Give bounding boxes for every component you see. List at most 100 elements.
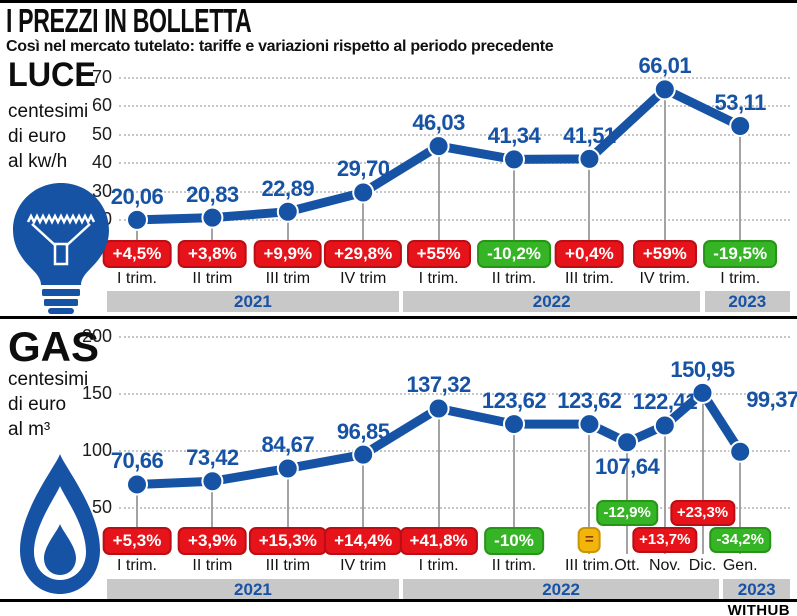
x-axis-label: I trim. <box>720 270 761 287</box>
page-title: I PREZZI IN BOLLETTA <box>6 2 252 39</box>
value-label: 84,67 <box>261 432 315 458</box>
change-badge: -10% <box>484 527 544 555</box>
drop-line <box>588 424 591 554</box>
x-axis-label: III trim. <box>564 557 614 574</box>
brand-logo: WITHUB <box>727 602 790 616</box>
drop-line <box>626 442 629 554</box>
change-badge: -34,2% <box>709 527 771 553</box>
gridline <box>119 507 790 509</box>
value-label: 70,66 <box>110 448 164 474</box>
section-title-gas: GAS <box>8 323 100 370</box>
change-badge: +4,5% <box>102 240 172 268</box>
change-badge: +55% <box>406 240 471 268</box>
y-axis-tick: 50 <box>91 497 112 517</box>
value-label: 41,51 <box>563 122 616 148</box>
year-bar-2023: 2023 <box>704 291 790 312</box>
change-badge: +23,3% <box>669 500 736 526</box>
x-axis-label: Ott. <box>614 557 640 574</box>
change-badge: +5,3% <box>102 527 172 555</box>
value-label: 53,11 <box>714 89 767 115</box>
bottom-rule <box>0 599 797 602</box>
gridline <box>119 336 790 338</box>
x-axis-label: II trim. <box>491 270 537 287</box>
y-axis-tick: 60 <box>91 95 112 116</box>
year-bar-2021: 2021 <box>107 291 399 312</box>
section-unit-luce: centesimi di euro al kw/h <box>8 101 89 172</box>
x-axis-label: III trim <box>265 270 311 287</box>
value-label: 123,62 <box>481 388 547 414</box>
year-bar-2021: 2021 <box>107 579 399 600</box>
value-label: 29,70 <box>336 156 390 182</box>
change-badge: +15,3% <box>248 527 327 555</box>
x-axis-label: I trim. <box>117 270 157 287</box>
drop-line <box>211 481 214 554</box>
x-axis-label: III trim <box>265 557 311 574</box>
x-axis-label: Gen. <box>722 557 758 574</box>
y-axis-tick: 30 <box>91 180 112 201</box>
x-axis-label: II trim. <box>491 557 537 574</box>
value-label: 41,34 <box>487 123 541 149</box>
year-bar-2022: 2022 <box>402 579 720 600</box>
x-axis-label: IV trim <box>340 557 387 574</box>
drop-line <box>513 424 515 554</box>
gridline <box>119 219 790 221</box>
value-label: 22,89 <box>261 175 315 201</box>
drop-line <box>739 451 742 554</box>
section-unit-gas: centesimi di euro al m³ <box>8 369 89 440</box>
x-axis-label: IV trim <box>340 270 387 287</box>
flame-icon <box>20 454 100 594</box>
change-badge: +14,4% <box>324 527 403 555</box>
value-label: 73,42 <box>186 445 239 471</box>
change-badge: +13,7% <box>632 527 698 553</box>
value-label: 123,62 <box>557 388 622 414</box>
drop-line <box>362 192 365 267</box>
gridline <box>119 162 790 165</box>
x-axis-label: I trim. <box>418 557 459 574</box>
change-badge: +0,4% <box>555 240 624 268</box>
x-axis-label: Nov. <box>648 557 681 574</box>
value-label: 96,85 <box>336 418 390 444</box>
change-badge: = <box>578 527 601 553</box>
value-label: 46,03 <box>412 110 465 136</box>
value-label: 20,06 <box>110 183 164 209</box>
change-badge: +3,8% <box>178 240 247 268</box>
drop-line <box>136 484 138 554</box>
section-title-luce: LUCE <box>8 56 96 94</box>
year-bar-2022: 2022 <box>402 291 701 312</box>
gridline <box>119 105 790 108</box>
y-axis-tick: 40 <box>91 152 112 173</box>
x-axis-label: I trim. <box>418 270 459 287</box>
y-axis-tick: 70 <box>91 67 112 87</box>
x-axis-label: I trim. <box>117 557 157 574</box>
value-label: 107,64 <box>594 454 660 480</box>
x-axis-label: III trim. <box>564 270 614 287</box>
value-label: 122,41 <box>632 389 698 415</box>
change-badge: +29,8% <box>324 240 403 268</box>
drop-line <box>362 454 365 554</box>
section-divider <box>0 316 797 319</box>
year-bar-2023: 2023 <box>723 579 790 600</box>
y-axis-tick: 100 <box>81 440 112 460</box>
value-label: 150,95 <box>670 356 735 382</box>
drop-line <box>701 392 704 554</box>
value-label: 66,01 <box>638 53 692 79</box>
change-badge: +41,8% <box>399 527 478 555</box>
gridline <box>119 77 790 79</box>
change-badge: -10,2% <box>477 240 551 268</box>
drop-line <box>663 425 666 554</box>
value-label: 137,32 <box>406 372 471 398</box>
y-axis-tick: 150 <box>81 383 112 403</box>
change-badge: +59% <box>632 240 697 268</box>
change-badge: +9,9% <box>253 240 323 268</box>
lightbulb-icon <box>13 183 109 314</box>
change-badge: -12,9% <box>596 500 658 526</box>
x-axis-label: IV trim. <box>639 270 691 287</box>
drop-line <box>286 211 289 267</box>
page-subtitle: Così nel mercato tutelato: tariffe e var… <box>6 38 554 55</box>
x-axis-label: II trim <box>192 270 233 287</box>
value-label: 20,83 <box>186 181 239 207</box>
value-label: 99,37 <box>746 386 797 412</box>
drop-line <box>286 468 289 554</box>
change-badge: +3,9% <box>178 527 247 555</box>
